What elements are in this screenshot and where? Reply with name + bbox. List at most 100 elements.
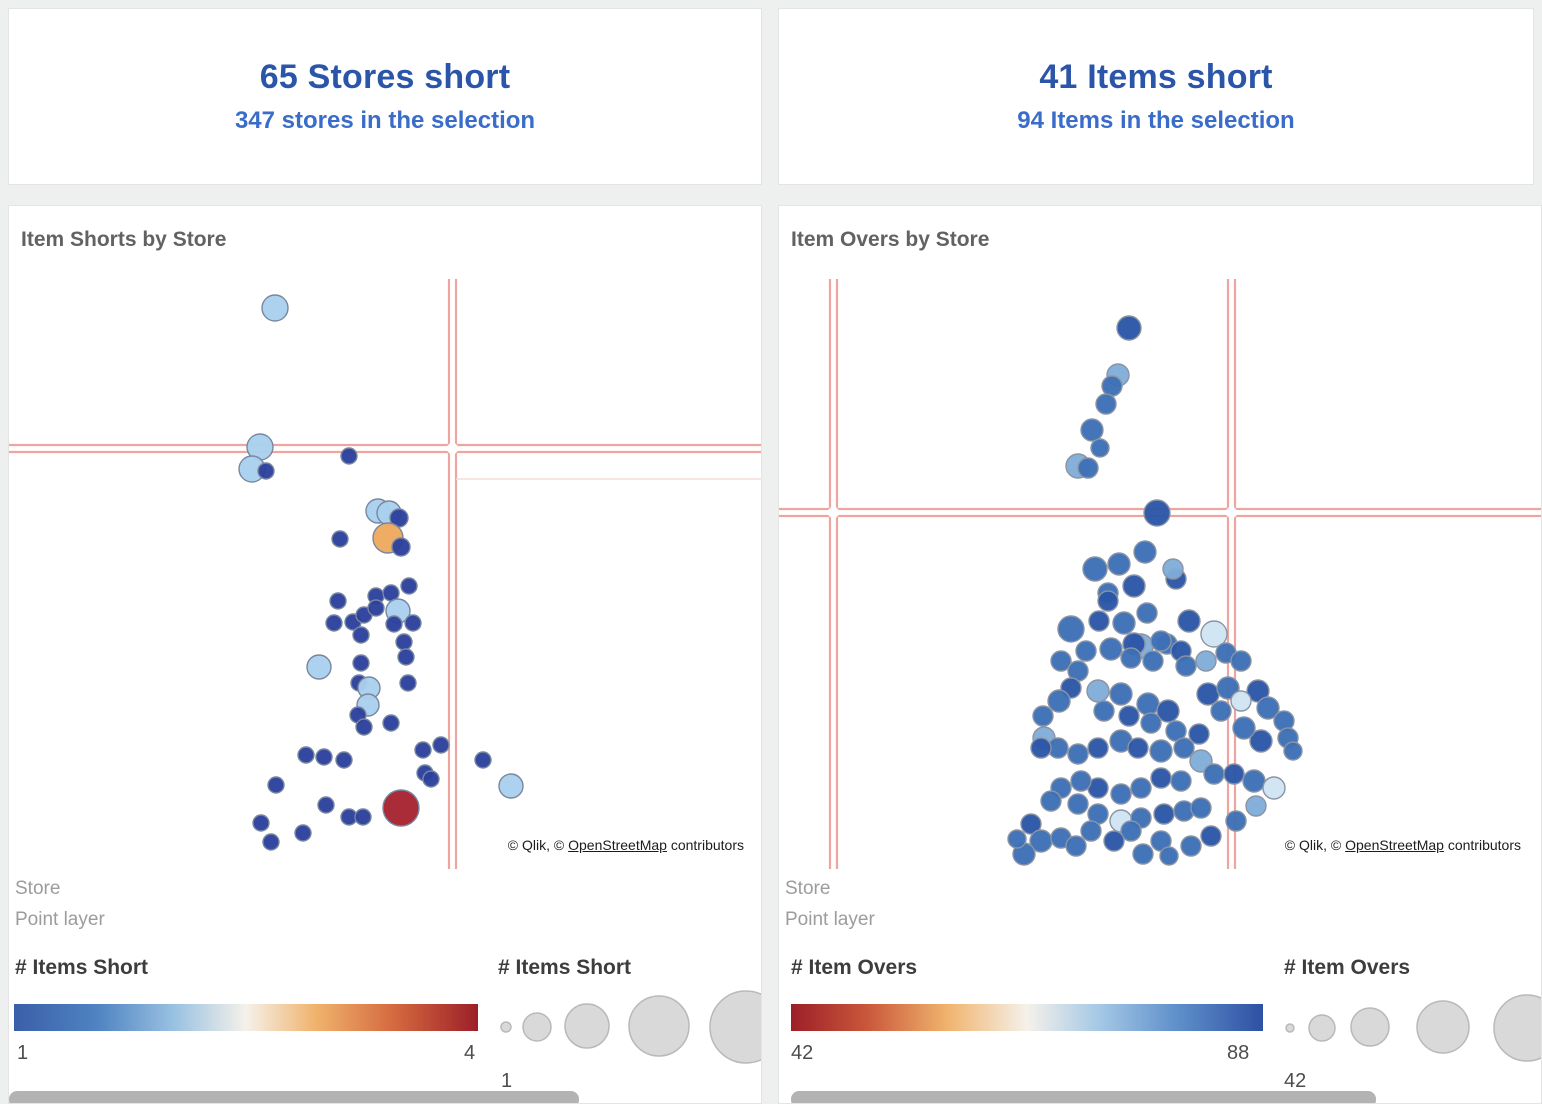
map-point[interactable]: [395, 633, 413, 651]
map-point[interactable]: [367, 599, 385, 617]
map-point[interactable]: [261, 294, 289, 322]
map-point[interactable]: [1143, 499, 1171, 527]
map-point[interactable]: [1130, 777, 1152, 799]
map-point[interactable]: [352, 626, 370, 644]
map-point[interactable]: [1203, 763, 1225, 785]
map-point[interactable]: [1170, 770, 1192, 792]
map-point[interactable]: [1283, 741, 1303, 761]
map-point[interactable]: [1070, 770, 1092, 792]
map-point[interactable]: [1159, 846, 1179, 866]
map-point[interactable]: [1065, 835, 1087, 857]
map-point[interactable]: [1067, 793, 1089, 815]
map-point[interactable]: [1080, 820, 1102, 842]
map-point[interactable]: [252, 814, 270, 832]
map-point[interactable]: [414, 741, 432, 759]
map-point[interactable]: [1175, 655, 1197, 677]
map-point[interactable]: [294, 824, 312, 842]
map-point[interactable]: [1188, 723, 1210, 745]
map-point[interactable]: [474, 751, 492, 769]
map-point[interactable]: [315, 748, 333, 766]
map-point[interactable]: [1136, 692, 1160, 716]
map-point[interactable]: [1095, 393, 1117, 415]
map-point[interactable]: [1020, 813, 1042, 835]
map-point[interactable]: [1177, 609, 1201, 633]
map-point[interactable]: [1103, 830, 1125, 852]
map-point[interactable]: [1200, 825, 1222, 847]
map-point[interactable]: [1110, 783, 1132, 805]
map-point[interactable]: [1133, 540, 1157, 564]
map-point[interactable]: [1120, 647, 1142, 669]
map-point[interactable]: [1122, 574, 1146, 598]
map-point[interactable]: [1099, 637, 1123, 661]
openstreetmap-link[interactable]: OpenStreetMap: [1345, 837, 1444, 853]
map-point[interactable]: [1223, 763, 1245, 785]
map-point[interactable]: [382, 789, 420, 827]
map-point[interactable]: [262, 833, 280, 851]
map-point[interactable]: [1087, 737, 1109, 759]
map-point[interactable]: [297, 746, 315, 764]
map-point[interactable]: [325, 614, 343, 632]
map-point[interactable]: [1101, 375, 1123, 397]
map-point[interactable]: [391, 537, 411, 557]
map-point[interactable]: [355, 718, 373, 736]
map-point[interactable]: [1088, 610, 1110, 632]
map-point[interactable]: [1196, 682, 1220, 706]
map-point[interactable]: [385, 615, 403, 633]
map-point[interactable]: [1080, 418, 1104, 442]
map-point[interactable]: [1242, 769, 1266, 793]
map-point[interactable]: [1153, 803, 1175, 825]
map-point[interactable]: [306, 654, 332, 680]
map-point[interactable]: [382, 714, 400, 732]
map-point[interactable]: [1140, 712, 1162, 734]
map-point[interactable]: [399, 674, 417, 692]
map-point[interactable]: [422, 770, 440, 788]
map-point[interactable]: [1050, 650, 1072, 672]
map-point[interactable]: [1030, 737, 1052, 759]
map-point[interactable]: [1040, 790, 1062, 812]
map-point[interactable]: [1210, 700, 1232, 722]
map-point[interactable]: [1057, 615, 1085, 643]
map-point[interactable]: [1086, 679, 1110, 703]
map-point[interactable]: [1007, 829, 1027, 849]
map-point[interactable]: [1190, 797, 1212, 819]
map-point[interactable]: [1142, 650, 1164, 672]
map-point[interactable]: [1109, 682, 1133, 706]
map-point[interactable]: [1162, 558, 1184, 580]
map-point[interactable]: [432, 736, 450, 754]
map-point[interactable]: [1075, 640, 1097, 662]
map-point[interactable]: [1230, 690, 1252, 712]
map-point[interactable]: [1245, 795, 1267, 817]
map-point[interactable]: [1047, 689, 1071, 713]
map-point[interactable]: [1225, 810, 1247, 832]
map-point[interactable]: [1082, 556, 1108, 582]
map-point[interactable]: [1116, 315, 1142, 341]
map-point[interactable]: [267, 776, 285, 794]
map-point[interactable]: [1118, 705, 1140, 727]
map-point[interactable]: [404, 614, 422, 632]
map-point[interactable]: [1230, 650, 1252, 672]
map-point[interactable]: [329, 592, 347, 610]
map-point[interactable]: [1077, 457, 1099, 479]
map-point[interactable]: [1173, 737, 1195, 759]
map-point[interactable]: [257, 462, 275, 480]
kpi-card-items-short[interactable]: 41 Items short 94 Items in the selection: [778, 8, 1534, 185]
map-point[interactable]: [1232, 716, 1256, 740]
map-point[interactable]: [1262, 776, 1286, 800]
map-point[interactable]: [1067, 743, 1089, 765]
map-point[interactable]: [352, 654, 370, 672]
map-point[interactable]: [1256, 696, 1280, 720]
map-point[interactable]: [1107, 552, 1131, 576]
map-canvas[interactable]: [779, 206, 1542, 869]
horizontal-scrollbar[interactable]: [9, 1091, 579, 1103]
kpi-card-stores-short[interactable]: 65 Stores short 347 stores in the select…: [8, 8, 762, 185]
map-point[interactable]: [354, 808, 372, 826]
map-point[interactable]: [1112, 611, 1136, 635]
map-point[interactable]: [397, 648, 415, 666]
map-point[interactable]: [1090, 438, 1110, 458]
map-point[interactable]: [335, 751, 353, 769]
map-point[interactable]: [1132, 843, 1154, 865]
map-point[interactable]: [317, 796, 335, 814]
map-point[interactable]: [1136, 602, 1158, 624]
map-point[interactable]: [1150, 767, 1172, 789]
map-point[interactable]: [331, 530, 349, 548]
